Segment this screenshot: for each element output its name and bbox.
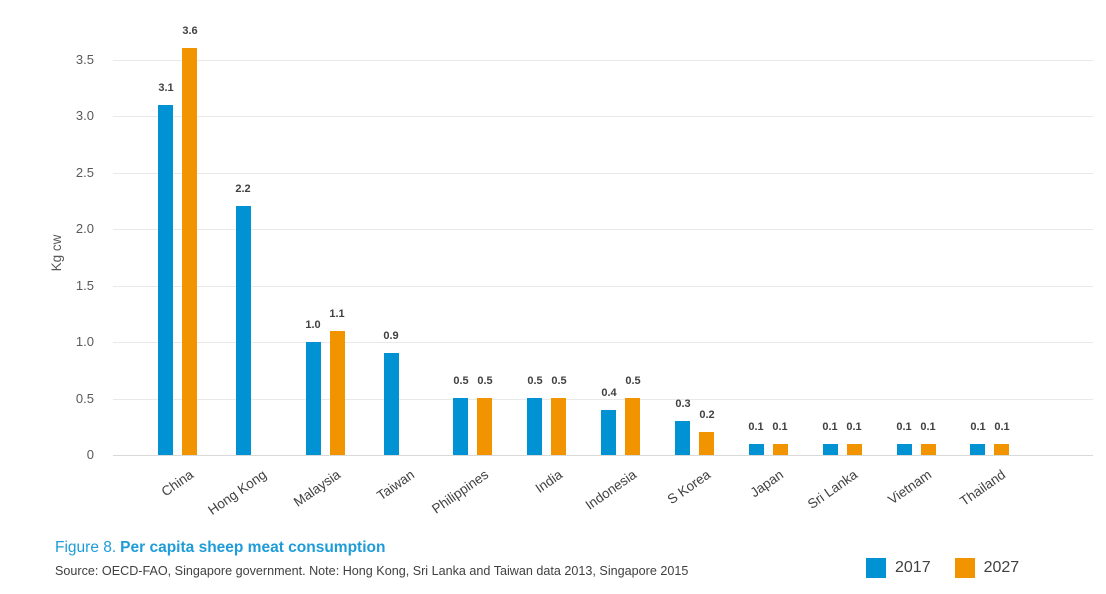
value-label-2027-china: 3.6 xyxy=(182,25,198,37)
y-tick-label: 2.5 xyxy=(75,165,94,180)
bar-2017-philippines xyxy=(453,398,468,455)
y-tick-label: 3.0 xyxy=(75,108,94,123)
bar-2017-malaysia xyxy=(306,342,321,455)
value-label-2027-japan: 0.1 xyxy=(772,421,788,433)
y-tick-label: 2.0 xyxy=(75,221,94,236)
value-label-2027-india: 0.5 xyxy=(551,375,567,387)
bar-2017-china xyxy=(158,105,173,455)
value-label-2017-malaysia: 1.0 xyxy=(305,319,321,331)
value-label-2017-hong-kong: 2.2 xyxy=(235,183,251,195)
value-label-2017-taiwan: 0.9 xyxy=(383,330,399,342)
y-tick-label: 0 xyxy=(86,447,94,462)
gridline xyxy=(113,342,1093,343)
value-label-2017-s-korea: 0.3 xyxy=(675,398,691,410)
bar-2027-vietnam xyxy=(921,444,936,455)
figure-title: Per capita sheep meat consumption xyxy=(120,539,386,556)
y-tick-label: 3.5 xyxy=(75,52,94,67)
legend-label-2017: 2017 xyxy=(895,559,931,576)
bar-2027-thailand xyxy=(994,444,1009,455)
legend-item-2027: 2027 xyxy=(954,558,1020,578)
bar-2027-s-korea xyxy=(699,432,714,455)
legend-swatch-2017 xyxy=(866,558,886,578)
gridline xyxy=(113,229,1093,230)
bar-2017-sri-lanka xyxy=(823,444,838,455)
y-tick-label: 1.0 xyxy=(75,334,94,349)
bar-2017-vietnam xyxy=(897,444,912,455)
gridline xyxy=(113,60,1093,61)
value-label-2027-malaysia: 1.1 xyxy=(329,308,345,320)
bar-2027-philippines xyxy=(477,398,492,455)
value-label-2027-s-korea: 0.2 xyxy=(699,409,715,421)
value-label-2017-philippines: 0.5 xyxy=(453,375,469,387)
gridline xyxy=(113,286,1093,287)
figure-caption: Figure 8. Per capita sheep meat consumpti… xyxy=(55,539,385,557)
bar-2017-india xyxy=(527,398,542,455)
value-label-2027-indonesia: 0.5 xyxy=(625,375,641,387)
bar-2027-india xyxy=(551,398,566,455)
gridline xyxy=(113,116,1093,117)
y-tick-label: 0.5 xyxy=(75,391,94,406)
value-label-2027-sri-lanka: 0.1 xyxy=(846,421,862,433)
source-note: Source: OECD-FAO, Singapore government. … xyxy=(55,564,689,578)
bar-2027-sri-lanka xyxy=(847,444,862,455)
gridline xyxy=(113,173,1093,174)
bar-2027-indonesia xyxy=(625,398,640,455)
bar-2017-thailand xyxy=(970,444,985,455)
value-label-2027-thailand: 0.1 xyxy=(994,421,1010,433)
figure-number: Figure 8. xyxy=(55,539,117,556)
legend-label-2027: 2027 xyxy=(983,559,1020,576)
gridline xyxy=(113,399,1093,400)
value-label-2027-vietnam: 0.1 xyxy=(920,421,936,433)
bar-2017-hong-kong xyxy=(236,206,251,455)
gridline xyxy=(113,455,1093,456)
legend: 2017 2027 xyxy=(866,558,1019,578)
value-label-2017-indonesia: 0.4 xyxy=(601,387,617,399)
value-label-2017-china: 3.1 xyxy=(158,82,174,94)
value-label-2017-sri-lanka: 0.1 xyxy=(822,421,838,433)
bar-2027-japan xyxy=(773,444,788,455)
bar-2017-indonesia xyxy=(601,410,616,455)
bar-2027-malaysia xyxy=(330,331,345,455)
bar-2017-s-korea xyxy=(675,421,690,455)
value-label-2017-vietnam: 0.1 xyxy=(896,421,912,433)
y-tick-label: 1.5 xyxy=(75,278,94,293)
legend-swatch-2027 xyxy=(954,558,975,578)
value-label-2017-thailand: 0.1 xyxy=(970,421,986,433)
legend-item-2017: 2017 xyxy=(866,558,931,578)
bar-2017-taiwan xyxy=(384,353,399,455)
value-label-2017-japan: 0.1 xyxy=(748,421,764,433)
bar-2017-japan xyxy=(749,444,764,455)
value-label-2017-india: 0.5 xyxy=(527,375,543,387)
bar-2027-china xyxy=(182,48,197,455)
y-axis-title: Kg cw xyxy=(49,234,64,272)
value-label-2027-philippines: 0.5 xyxy=(477,375,493,387)
